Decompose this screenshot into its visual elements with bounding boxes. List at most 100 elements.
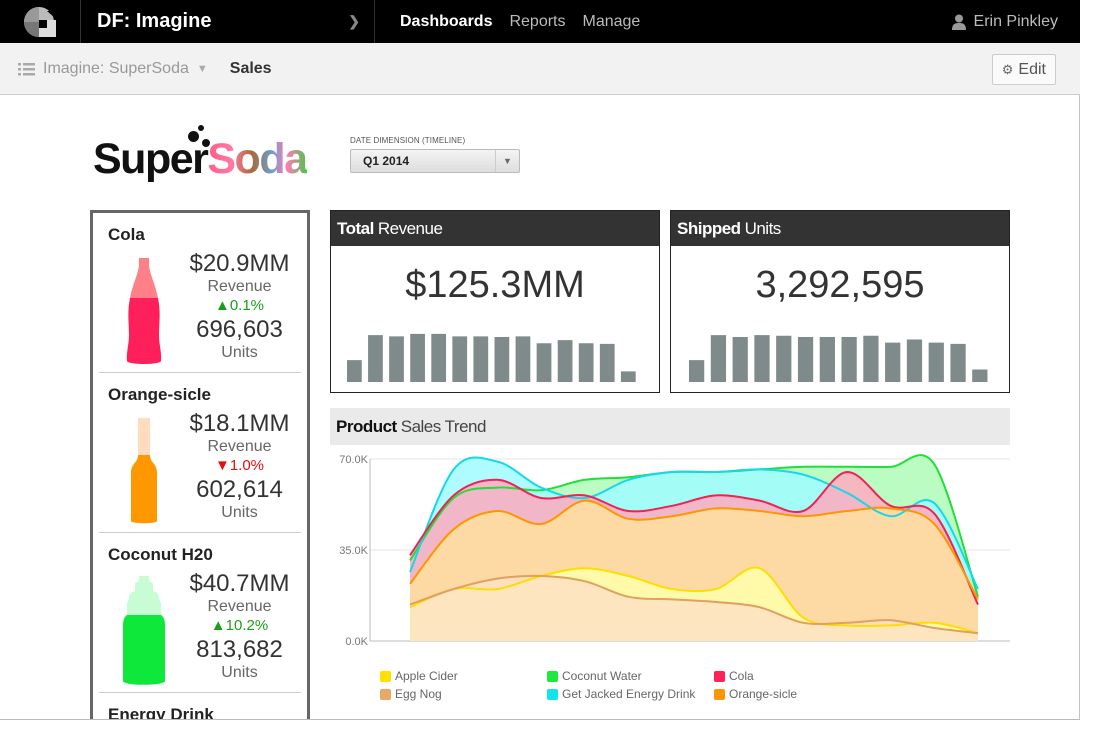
trend-title: Product Sales Trend [330,408,1010,445]
app-title: DF: Imagine [97,10,212,32]
revenue-sparkline [347,333,636,382]
chevron-down-icon[interactable]: ▼ [196,63,208,75]
sparkline-bar [689,360,705,382]
line-orange-sicle[interactable] [409,499,979,600]
y-tick-label: 70.0K [339,454,368,466]
date-filter-label: DATE DIMENSION (TIMELINE) [350,136,466,145]
sparkline-bar [515,336,531,382]
nav-reports[interactable]: Reports [509,12,566,30]
line-get-jacked-energy-drink[interactable] [409,456,979,590]
total-revenue-card: Total Revenue $125.3MM [330,210,660,393]
app-switcher[interactable]: DF: Imagine ❯ [82,0,375,43]
legend-item[interactable]: Orange-sicle [714,687,854,701]
user-icon [951,14,966,30]
main-nav: Dashboards Reports Manage [400,0,640,43]
kpi-title: Shipped Units [671,211,1009,246]
nav-dashboards[interactable]: Dashboards [400,12,493,30]
user-menu[interactable]: Erin Pinkley [951,0,1058,43]
sparkline-bar [885,342,901,382]
product-list: Cola $20.9MM Revenue ▲0.1% 696,603 Units… [90,210,310,719]
legend-swatch [380,670,391,682]
revenue-label: Revenue [207,278,272,295]
trend-title-bold: Product [336,416,397,436]
list-icon[interactable] [18,62,35,76]
legend-item[interactable]: Apple Cider [380,669,547,683]
sparkline-bar [557,340,573,382]
edit-button[interactable]: ⚙ Edit [991,54,1056,85]
kpi-title-bold: Shipped [677,218,741,238]
product-card: Cola $20.9MM Revenue ▲0.1% 696,603 Units [99,213,301,373]
breadcrumb: Imagine: SuperSoda ▼ Sales [18,43,272,95]
trend-title-rest: Sales Trend [400,416,487,436]
sparkline-bar [863,335,879,382]
legend-swatch [714,688,725,700]
sparkline-bar [620,371,636,382]
line-egg-nog[interactable] [409,574,979,635]
revenue-change: ▲10.2% [210,617,269,634]
sparkline-bar [368,335,383,382]
product-name: Coconut H20 [108,545,213,564]
brand-super: Super [93,135,209,183]
sparkline-bar [928,342,944,382]
sparkline-bar [473,336,489,382]
cola-bottle-icon [126,258,162,364]
units-sparkline [689,335,988,382]
revenue-label: Revenue [207,598,272,615]
sparkline-bar [452,336,468,382]
revenue-label: Revenue [207,438,272,455]
legend-label: Get Jacked Energy Drink [562,687,696,701]
scroll-edge [1079,95,1080,720]
nav-manage[interactable]: Manage [582,12,641,30]
product-units: 813,682 [196,636,283,663]
legend-item[interactable]: Cola [714,669,854,683]
breadcrumb-bar: Imagine: SuperSoda ▼ Sales ⚙ Edit [0,43,1080,95]
product-revenue: $20.9MM [189,250,290,277]
product-units: 602,614 [196,476,283,503]
sparkline-bar [578,343,594,382]
line-apple-cider[interactable] [409,566,979,635]
sparkline-bar [732,337,748,382]
app-logo[interactable] [0,0,81,43]
edit-label: Edit [1018,60,1046,78]
sparkline-bar [797,337,814,382]
supersoda-logo: SuperSoda [93,123,323,187]
kpi-value: $125.3MM [405,264,585,306]
sparkline-bar [972,369,988,382]
sparkline-bar [494,337,510,382]
sparkline-bar [906,339,923,382]
dashboard-canvas: SuperSoda DATE DIMENSION (TIMELINE) Q1 2… [0,95,1079,719]
units-label: Units [221,504,258,521]
beer-bottle-icon [131,418,157,524]
product-name: Cola [108,225,145,244]
top-nav-bar: DF: Imagine ❯ Dashboards Reports Manage … [0,0,1080,43]
units-label: Units [221,664,258,681]
product-name: Energy Drink [108,705,214,719]
legend-label: Cola [729,669,754,683]
user-name: Erin Pinkley [973,12,1058,30]
date-filter-value: Q1 2014 [363,154,410,168]
legend-item[interactable]: Coconut Water [547,669,714,683]
kpi-title: Total Revenue [331,211,659,246]
breadcrumb-current: Sales [229,60,272,77]
product-card: Orange-sicle $18.1MM Revenue ▼1.0% 602,6… [99,373,301,533]
sparkline-bar [599,343,615,382]
product-sales-trend-chart: 0.0K 35.0K 70.0K [339,454,1010,648]
caret-down-icon: ▼ [495,150,519,172]
product-card: Energy Drink [99,693,301,719]
legend-swatch [380,688,391,700]
revenue-change: ▲0.1% [214,297,265,314]
sparkline-bar [710,335,727,382]
sparkline-bar [776,335,792,382]
legend-item[interactable]: Get Jacked Energy Drink [547,687,714,701]
legend-swatch [547,670,558,682]
legend-item[interactable]: Egg Nog [380,687,547,701]
breadcrumb-parent[interactable]: Imagine: SuperSoda [43,60,189,77]
date-filter-select[interactable]: Q1 2014 ▼ [350,149,520,173]
shipped-units-card: Shipped Units 3,292,595 [670,210,1010,393]
line-cola[interactable] [409,470,979,606]
product-name: Orange-sicle [108,385,211,404]
y-tick-label: 35.0K [339,545,368,557]
sparkline-bar [536,343,552,382]
sparkline-bar [389,336,404,382]
revenue-change: ▼1.0% [214,457,265,474]
